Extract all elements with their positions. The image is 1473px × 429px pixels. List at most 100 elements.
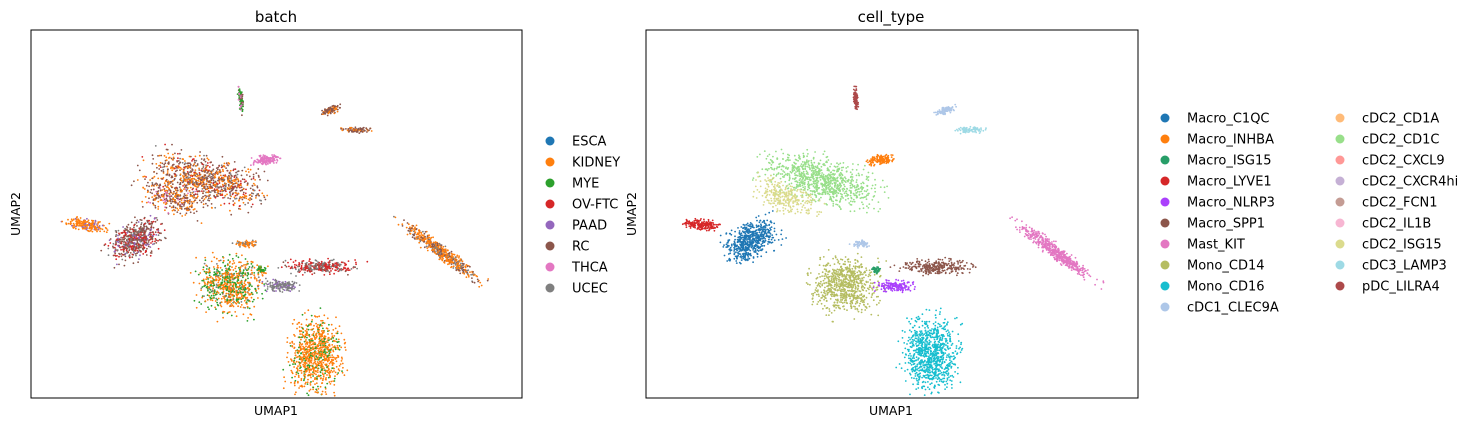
scatter-point (238, 197, 241, 200)
scatter-point (157, 247, 160, 250)
scatter-point (176, 207, 179, 210)
scatter-point (69, 220, 72, 223)
scatter-point (209, 280, 212, 283)
scatter-point (247, 298, 249, 301)
scatter-point (335, 356, 338, 359)
scatter-point (394, 216, 397, 219)
scatter-point (244, 195, 246, 198)
scatter-point (286, 341, 289, 343)
scatter-point (234, 180, 237, 182)
scatter-point (176, 160, 179, 163)
scatter-point (319, 377, 322, 380)
scatter-point (247, 273, 250, 275)
scatter-point (124, 255, 127, 258)
scatter-point (181, 189, 184, 192)
scatter-point (316, 358, 319, 360)
scatter-point (266, 288, 269, 290)
scatter-point (177, 160, 180, 162)
scatter-point (208, 274, 211, 277)
scatter-point (332, 350, 335, 353)
scatter-point (264, 198, 267, 201)
scatter-point (163, 188, 166, 190)
scatter-point (206, 162, 209, 164)
scatter-point (218, 272, 221, 275)
scatter-point (239, 208, 242, 211)
scatter-point (235, 315, 238, 318)
scatter-point (229, 173, 232, 176)
scatter-point (310, 364, 312, 367)
scatter-point (205, 272, 208, 275)
scatter-point (229, 181, 231, 184)
scatter-point (171, 176, 174, 179)
scatter-point (328, 111, 330, 114)
scatter-point (118, 255, 120, 258)
scatter-point (239, 291, 242, 293)
scatter-point (195, 180, 197, 183)
scatter-point (232, 200, 235, 202)
scatter-point (310, 349, 312, 352)
scatter-point (301, 274, 304, 276)
scatter-point (148, 185, 151, 188)
scatter-point (199, 180, 202, 183)
scatter-point (189, 191, 192, 194)
scatter-point (303, 374, 305, 377)
scatter-point (308, 258, 311, 261)
scatter-point (201, 181, 204, 184)
scatter-point (312, 342, 315, 345)
scatter-point (320, 363, 323, 365)
scatter-point (220, 164, 223, 167)
scatter-point (130, 221, 133, 224)
scatter-point (332, 362, 335, 365)
scatter-point (160, 232, 162, 235)
scatter-point (245, 170, 247, 173)
scatter-point (117, 245, 120, 248)
scatter-point (232, 298, 235, 301)
scatter-point (216, 264, 219, 267)
scatter-point (179, 178, 182, 181)
scatter-point (312, 380, 314, 382)
scatter-point (333, 112, 336, 115)
scatter-point (272, 278, 275, 281)
scatter-point (130, 242, 133, 245)
scatter-point (189, 176, 191, 179)
scatter-point (341, 362, 344, 365)
scatter-point (210, 294, 213, 297)
scatter-point (316, 369, 319, 372)
scatter-point (141, 206, 144, 208)
scatter-point (328, 260, 331, 262)
scatter-point (238, 274, 241, 277)
scatter-point (333, 272, 335, 275)
scatter-point (243, 285, 245, 288)
scatter-point (224, 287, 227, 290)
scatter-point (163, 163, 166, 166)
scatter-point (213, 294, 215, 297)
scatter-point (183, 203, 186, 206)
scatter-point (241, 95, 244, 98)
scatter-point (233, 290, 236, 293)
scatter-point (289, 258, 292, 261)
scatter-point (240, 109, 243, 111)
scatter-point (313, 324, 315, 327)
scatter-point (159, 161, 162, 164)
scatter-point (224, 273, 227, 275)
scatter-point (255, 172, 258, 175)
scatter-point (205, 311, 208, 313)
scatter-point (344, 349, 347, 351)
scatter-point (298, 284, 301, 286)
scatter-point (261, 274, 264, 276)
scatter-point (295, 373, 298, 376)
scatter-point (212, 280, 215, 283)
scatter-point (248, 199, 251, 202)
scatter-point (253, 161, 255, 164)
scatter-point (149, 214, 152, 217)
scatter-point (217, 286, 220, 289)
scatter-point (307, 328, 310, 331)
scatter-point (328, 373, 331, 375)
scatter-point (320, 260, 323, 263)
scatter-point (219, 302, 222, 305)
scatter-point (204, 176, 207, 179)
scatter-point (217, 179, 219, 182)
scatter-point (229, 298, 232, 301)
scatter-point (296, 323, 299, 325)
scatter-point (142, 253, 145, 255)
